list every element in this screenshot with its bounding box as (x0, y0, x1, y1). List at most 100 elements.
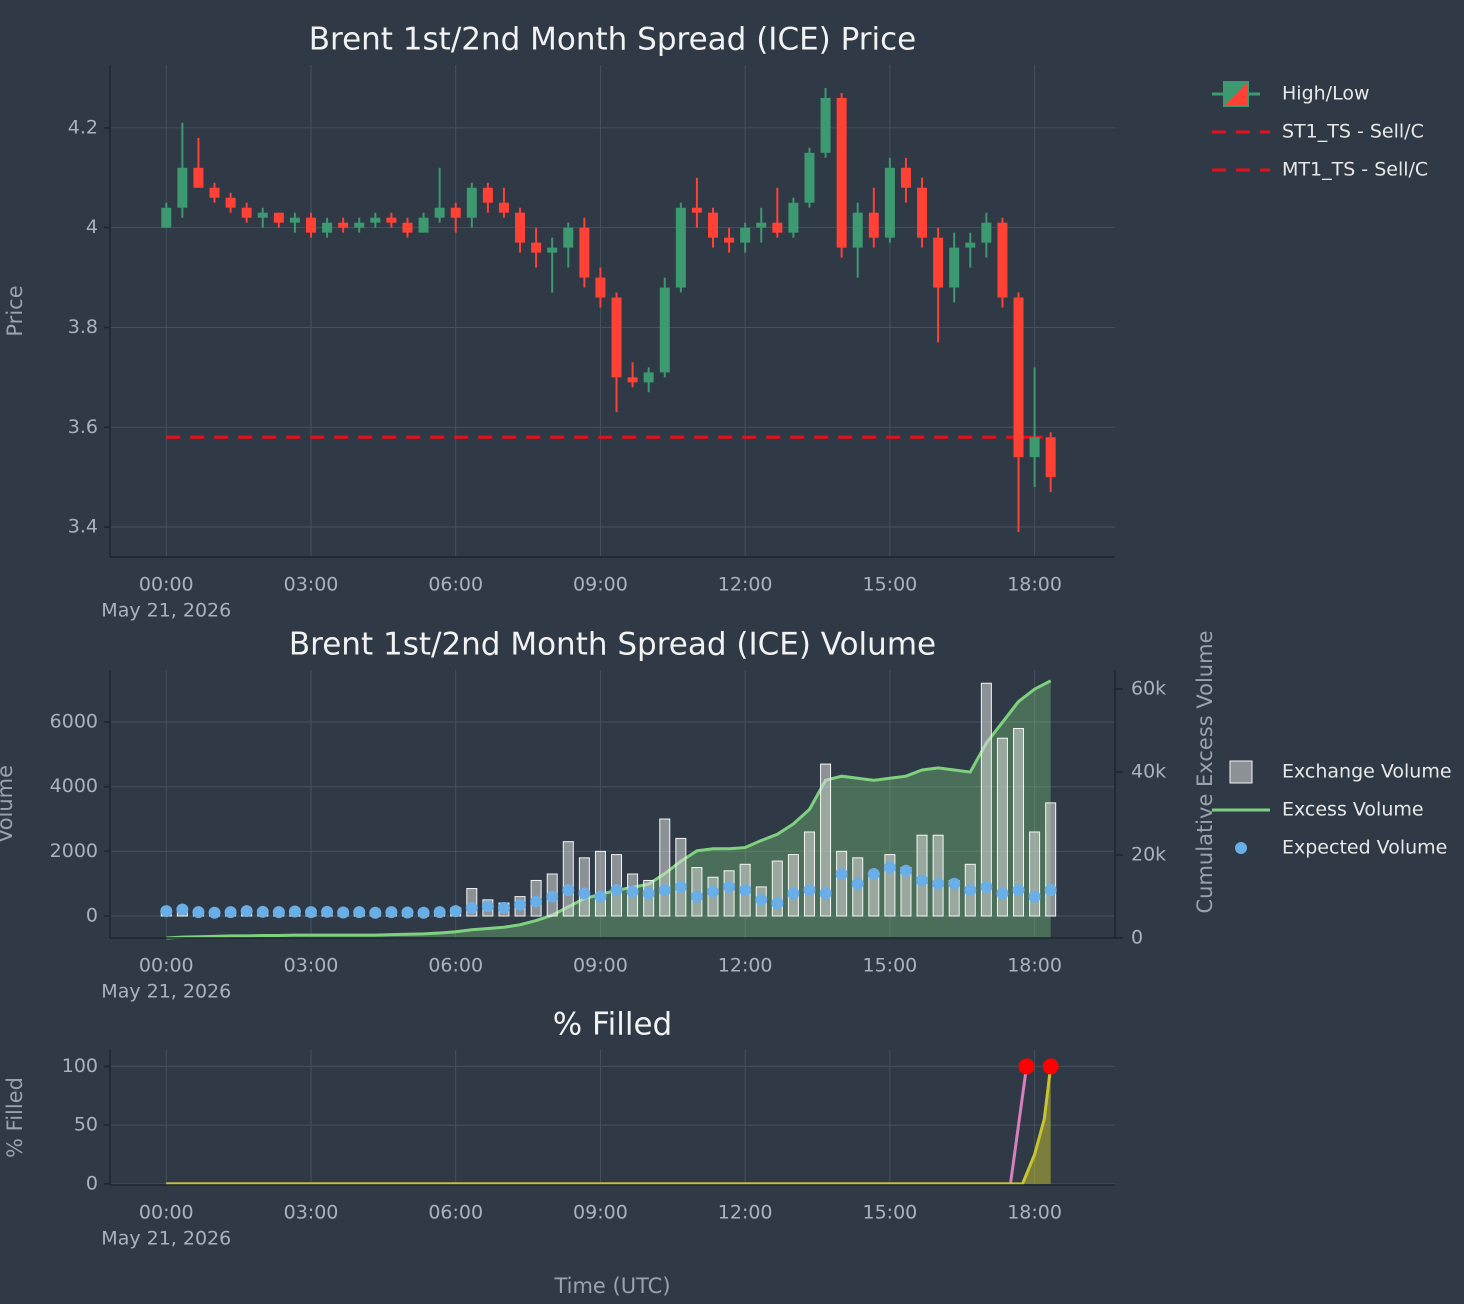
x-tick-label: 03:00 (284, 1202, 339, 1224)
candle-body (193, 167, 204, 188)
candle-body (273, 212, 284, 223)
candle-body (900, 167, 911, 188)
candle-body (611, 297, 622, 378)
candle-body (691, 207, 702, 213)
expected-point (305, 906, 317, 919)
x-tick-label: 03:00 (284, 955, 339, 977)
legend-label: Exchange Volume (1282, 761, 1452, 783)
candle-body (917, 187, 928, 238)
expected-point (948, 877, 961, 890)
y-tick-label: 3.6 (68, 416, 98, 438)
x-axis-title: Time (UTC) (553, 1274, 670, 1298)
y-tick-label: 4 (86, 216, 98, 238)
candle-body (643, 372, 654, 383)
x-tick-label: 03:00 (284, 574, 339, 596)
volume-bar (771, 860, 783, 917)
candle-body (209, 187, 220, 198)
volume-bar (659, 818, 671, 917)
y-axis-title: Price (3, 285, 27, 336)
expected-point (224, 906, 237, 919)
candle-body (241, 207, 252, 218)
volume-bar (1045, 802, 1057, 917)
y-tick-label: 0 (86, 905, 98, 927)
expected-point (690, 890, 703, 903)
expected-point (433, 906, 446, 919)
y-tick-label: 2000 (50, 840, 98, 862)
candle-body (338, 222, 349, 228)
x-tick-label: 15:00 (862, 1202, 917, 1224)
x-tick-label: 09:00 (573, 1202, 628, 1224)
expected-point (996, 887, 1009, 900)
x-tick-label: 18:00 (1007, 1202, 1062, 1224)
volume-bar (996, 737, 1008, 917)
candle-body (482, 187, 493, 203)
candle-body (225, 197, 236, 208)
x-tick-label: 00:00 (139, 1202, 194, 1224)
candle-body (708, 212, 718, 238)
candle-body (386, 217, 397, 223)
expected-point (707, 885, 719, 898)
candle-body (466, 187, 477, 218)
y-axis-title: Volume (0, 765, 17, 843)
volume-bar (884, 854, 896, 917)
legend-icon (1229, 760, 1253, 784)
candle-body (531, 242, 542, 253)
legend-label: Excess Volume (1282, 799, 1424, 821)
candle-body (868, 212, 879, 238)
y-tick-label: 0 (86, 1172, 98, 1194)
candle-body (579, 227, 590, 278)
y-tick-label: 50 (74, 1114, 98, 1136)
legend-icon (1235, 842, 1247, 854)
candle-body (354, 222, 365, 228)
candle-body (563, 227, 574, 248)
expected-point (916, 874, 929, 887)
expected-point (321, 905, 334, 918)
expected-point (787, 887, 800, 900)
expected-point (449, 905, 462, 918)
expected-point (256, 905, 269, 918)
y2-tick-label: 0 (1131, 927, 1143, 949)
expected-point (932, 877, 945, 890)
date-label: May 21, 2026 (101, 1228, 231, 1250)
volume-bar (836, 850, 848, 917)
expected-point (964, 884, 977, 897)
candle-body (515, 212, 526, 243)
candle-body (788, 202, 799, 233)
candle-body (434, 207, 445, 218)
end-marker (1042, 1058, 1059, 1075)
x-tick-label: 15:00 (862, 955, 917, 977)
volume-bar (980, 682, 992, 917)
expected-point (674, 880, 687, 893)
candle-body (595, 277, 606, 298)
x-tick-label: 09:00 (573, 574, 628, 596)
expected-point (240, 905, 253, 918)
x-tick-label: 00:00 (139, 574, 194, 596)
candle-body (997, 222, 1008, 298)
fill-line (166, 1066, 1053, 1186)
expected-point (610, 884, 623, 897)
expected-point (272, 906, 285, 919)
y-tick-label: 4.2 (68, 116, 98, 138)
expected-point (867, 867, 880, 880)
expected-point (481, 900, 494, 913)
y2-tick-label: 20k (1131, 844, 1166, 866)
expected-point (514, 898, 527, 911)
volume-bar (675, 837, 687, 917)
volume-bar (723, 870, 735, 917)
expected-point (594, 890, 607, 903)
expected-point (1028, 890, 1041, 903)
x-tick-label: 18:00 (1007, 955, 1062, 977)
chart-title: % Filled (553, 1007, 672, 1043)
volume-bar (578, 857, 590, 917)
candle-body (289, 217, 300, 223)
expected-point (369, 906, 382, 919)
candle-body (675, 207, 686, 288)
candle-body (852, 212, 863, 248)
expected-point (803, 884, 816, 897)
y2-axis-title: Cumulative Excess Volume (1193, 631, 1217, 914)
excess-line (166, 679, 1052, 940)
candle-body (1029, 437, 1040, 458)
legend-label: Expected Volume (1282, 837, 1447, 859)
candle-body (933, 237, 944, 288)
expected-point (192, 906, 205, 919)
